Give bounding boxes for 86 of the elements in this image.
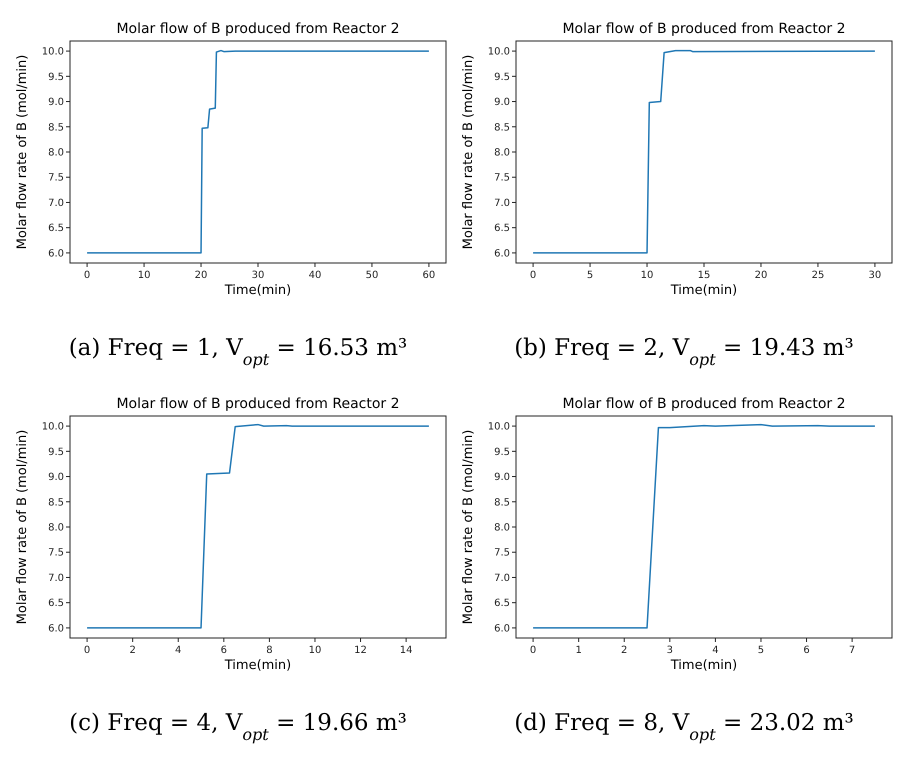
x-tick-label: 25 — [812, 270, 824, 281]
y-tick-label: 7.5 — [48, 548, 64, 559]
y-tick-label: 8.5 — [48, 122, 64, 134]
x-tick-label: 0 — [530, 270, 536, 281]
x-tick-label: 4 — [712, 645, 719, 656]
y-tick-label: 10.0 — [42, 422, 64, 433]
y-tick-label: 8.5 — [494, 122, 510, 134]
x-tick-label: 14 — [400, 645, 412, 656]
line-series — [532, 424, 876, 629]
text: (c) Freq = 4, V$_{opt}$ = 19.66 m³ — [69, 710, 407, 744]
y-tick-label: 6.5 — [494, 223, 510, 234]
x-axis-title: Time(min) — [224, 283, 292, 298]
x-tick-label: 2 — [621, 645, 628, 656]
y-tick-label: 8.5 — [48, 497, 64, 508]
x-tick-label: 5 — [586, 270, 594, 281]
chart-title: Molar flow of B produced from Reactor 2 — [116, 396, 400, 412]
x-axis-title: Time(min) — [224, 658, 292, 673]
y-tick-label: 10.0 — [42, 46, 64, 58]
y-tick-label: 7.0 — [494, 198, 510, 209]
y-tick-label: 10.0 — [488, 46, 510, 58]
y-tick-label: 8.0 — [494, 522, 510, 534]
x-tick-label: 12 — [354, 645, 367, 656]
x-tick-label: 6 — [803, 645, 810, 656]
y-tick-label: 6.0 — [48, 623, 64, 634]
x-tick-label: 0 — [530, 645, 536, 656]
x-tick-label: 2 — [129, 645, 136, 656]
y-tick-label: 6.5 — [494, 598, 510, 610]
line-series — [86, 424, 430, 629]
x-tick-label: 20 — [754, 270, 768, 281]
y-tick-label: 9.0 — [48, 97, 64, 108]
chart-title: Molar flow of B produced from Reactor 2 — [562, 21, 846, 37]
line-series — [86, 50, 430, 254]
x-tick-label: 8 — [266, 645, 273, 656]
y-tick-label: 9.5 — [48, 72, 64, 83]
text: (b) Freq = 2, V$_{opt}$ = 19.43 m³ — [514, 335, 854, 368]
x-tick-label: 40 — [308, 270, 322, 281]
y-tick-label: 9.5 — [48, 446, 64, 458]
y-tick-label: 7.0 — [48, 572, 64, 584]
y-tick-label: 8.0 — [48, 522, 64, 534]
y-tick-label: 9.0 — [494, 472, 510, 484]
x-tick-label: 6 — [220, 645, 228, 656]
y-axis-title: Molar flow rate of B (mol/min) — [15, 430, 30, 624]
y-tick-label: 7.5 — [48, 172, 64, 184]
x-tick-label: 3 — [666, 645, 674, 656]
y-tick-label: 7.0 — [48, 198, 64, 209]
x-tick-label: 1 — [575, 645, 582, 656]
y-tick-label: 6.5 — [48, 598, 64, 610]
x-tick-label: 0 — [84, 270, 90, 281]
y-tick-label: 9.5 — [494, 72, 510, 83]
x-tick-label: 5 — [758, 645, 764, 656]
x-tick-label: 10 — [640, 270, 654, 281]
chart-title: Molar flow of B produced from Reactor 2 — [116, 21, 400, 37]
x-axis-title: Time(min) — [670, 283, 738, 298]
y-tick-label: 6.5 — [48, 223, 64, 234]
text: (d) Freq = 8, V$_{opt}$ = 23.02 m³ — [514, 710, 854, 744]
y-tick-label: 8.0 — [494, 148, 510, 158]
y-tick-label: 7.0 — [494, 572, 510, 584]
text: (a) Freq = 1, V$_{opt}$ = 16.53 m³ — [68, 335, 408, 368]
y-axis-title: Molar flow rate of B (mol/min) — [461, 54, 476, 250]
y-axis-title: Molar flow rate of B (mol/min) — [15, 54, 30, 250]
y-tick-label: 8.5 — [494, 497, 510, 508]
x-tick-label: 50 — [366, 270, 378, 281]
x-axis-title: Time(min) — [670, 658, 738, 673]
y-tick-label: 9.5 — [494, 446, 510, 458]
line-series — [532, 50, 876, 254]
x-tick-label: 0 — [84, 645, 90, 656]
x-tick-label: 7 — [848, 645, 856, 656]
x-tick-label: 60 — [422, 270, 436, 281]
y-tick-label: 6.0 — [48, 248, 64, 260]
y-tick-label: 7.5 — [494, 172, 510, 184]
x-tick-label: 20 — [194, 270, 208, 281]
chart-title: Molar flow of B produced from Reactor 2 — [562, 396, 846, 412]
x-tick-label: 4 — [175, 645, 182, 656]
x-tick-label: 10 — [138, 270, 150, 281]
y-tick-label: 9.0 — [494, 97, 510, 108]
y-tick-label: 9.0 — [48, 472, 64, 484]
x-tick-label: 30 — [868, 270, 882, 281]
y-tick-label: 10.0 — [488, 422, 510, 433]
x-tick-label: 10 — [308, 645, 322, 656]
x-tick-label: 30 — [252, 270, 264, 281]
x-tick-label: 15 — [698, 270, 710, 281]
y-tick-label: 8.0 — [48, 148, 64, 158]
y-tick-label: 7.5 — [494, 548, 510, 559]
y-tick-label: 6.0 — [494, 248, 510, 260]
y-tick-label: 6.0 — [494, 623, 510, 634]
y-axis-title: Molar flow rate of B (mol/min) — [461, 430, 476, 624]
